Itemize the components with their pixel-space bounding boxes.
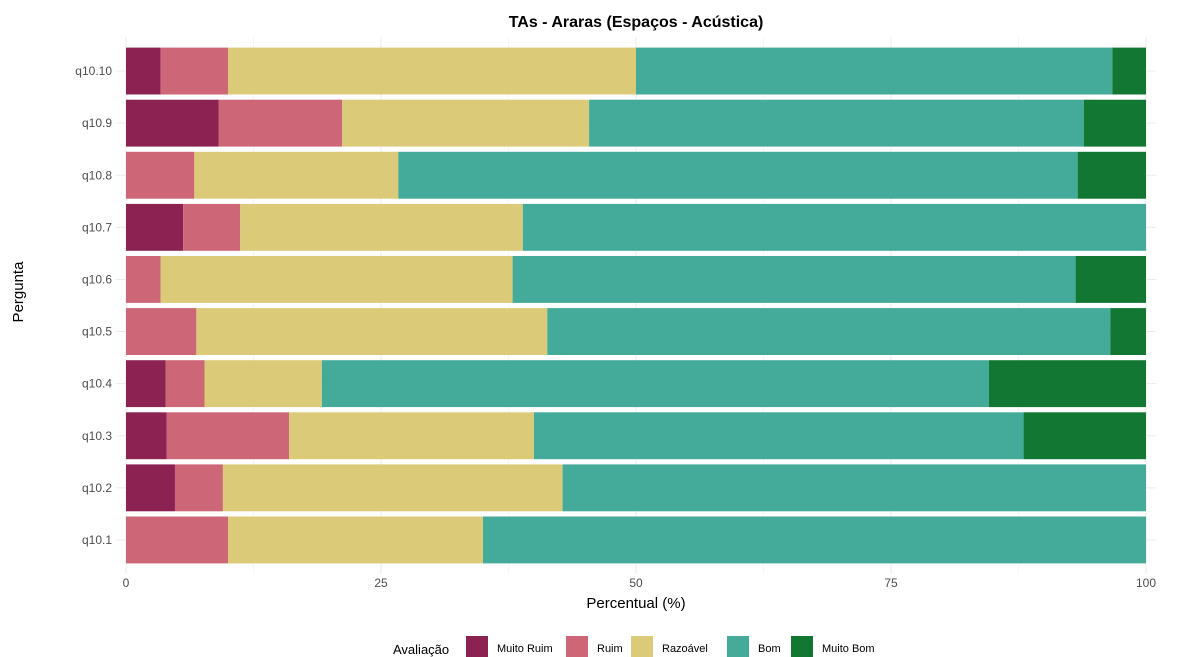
bar-segment bbox=[174, 464, 223, 512]
x-axis-title: Percentual (%) bbox=[586, 595, 685, 612]
bar-segment bbox=[534, 412, 1024, 460]
bar-segment bbox=[483, 516, 1146, 564]
bar-segment bbox=[166, 412, 290, 460]
bar-segment bbox=[228, 516, 483, 564]
bar-segment bbox=[522, 203, 1146, 251]
bar-segment bbox=[988, 360, 1146, 408]
x-tick-label: 25 bbox=[374, 576, 388, 590]
legend: Avaliação Muito Ruim Ruim Razoável Bom Muito… bbox=[393, 636, 875, 657]
bar-segment bbox=[183, 203, 241, 251]
x-tick-label: 0 bbox=[123, 576, 130, 590]
legend-label: Muito Ruim bbox=[497, 643, 553, 655]
bar-segment bbox=[160, 256, 513, 303]
bar-segment bbox=[165, 360, 205, 408]
legend-key bbox=[466, 636, 488, 657]
y-tick-label: q10.3 bbox=[82, 429, 112, 443]
bar-segment bbox=[196, 308, 548, 355]
bar-segment bbox=[160, 47, 228, 95]
bar-segment bbox=[126, 360, 166, 408]
x-tick-label: 50 bbox=[629, 576, 643, 590]
bar-segment bbox=[126, 464, 175, 512]
legend-key bbox=[631, 636, 653, 657]
x-tick-label: 75 bbox=[884, 576, 898, 590]
bar-segment bbox=[1075, 256, 1146, 303]
bar-segment bbox=[1112, 47, 1146, 95]
bar-segment bbox=[1023, 412, 1146, 460]
bar-segment bbox=[126, 412, 167, 460]
bar-segment bbox=[562, 464, 1146, 512]
x-tick-label: 100 bbox=[1136, 576, 1156, 590]
bar-segment bbox=[126, 256, 161, 303]
bar-segment bbox=[636, 47, 1113, 95]
bars bbox=[126, 47, 1146, 564]
legend-label: Razoável bbox=[662, 643, 708, 655]
y-tick-label: q10.2 bbox=[82, 481, 112, 495]
y-tick-label: q10.4 bbox=[82, 377, 112, 391]
bar-segment bbox=[1083, 99, 1146, 147]
bar-segment bbox=[589, 99, 1084, 147]
bar-segment bbox=[1077, 151, 1146, 199]
bar-segment bbox=[126, 516, 228, 564]
y-tick-label: q10.5 bbox=[82, 325, 112, 339]
bar-segment bbox=[194, 151, 399, 199]
chart-title: TAs - Araras (Espaços - Acústica) bbox=[509, 14, 764, 31]
bar-segment bbox=[321, 360, 989, 408]
bar-segment bbox=[289, 412, 534, 460]
bar-segment bbox=[398, 151, 1078, 199]
bar-segment bbox=[512, 256, 1076, 303]
legend-key bbox=[566, 636, 588, 657]
y-tick-label: q10.9 bbox=[82, 116, 112, 130]
y-tick-label: q10.10 bbox=[75, 64, 112, 78]
legend-key bbox=[791, 636, 813, 657]
legend-title: Avaliação bbox=[393, 642, 449, 657]
legend-key bbox=[727, 636, 749, 657]
legend-label: Ruim bbox=[597, 643, 623, 655]
bar-segment bbox=[228, 47, 636, 95]
bar-segment bbox=[342, 99, 590, 147]
bar-segment bbox=[126, 99, 219, 147]
y-tick-label: q10.6 bbox=[82, 272, 112, 286]
y-tick-label: q10.1 bbox=[82, 533, 112, 547]
bar-segment bbox=[1110, 308, 1146, 355]
bar-segment bbox=[222, 464, 563, 512]
x-tick-labels: 0 25 50 75 100 bbox=[123, 576, 1157, 590]
bar-segment bbox=[240, 203, 523, 251]
y-tick-label: q10.8 bbox=[82, 168, 112, 182]
bar-segment bbox=[218, 99, 343, 147]
y-tick-label: q10.7 bbox=[82, 220, 112, 234]
y-tick-labels: q10.1 q10.2 q10.3 q10.4 q10.5 q10.6 q10.7 q10.8… bbox=[75, 64, 112, 547]
legend-label: Muito Bom bbox=[822, 643, 875, 655]
bar-segment bbox=[126, 308, 197, 355]
bar-segment bbox=[126, 151, 195, 199]
bar-segment bbox=[126, 203, 184, 251]
y-axis-title: Pergunta bbox=[10, 261, 27, 323]
bar-segment bbox=[126, 47, 161, 95]
legend-label: Bom bbox=[758, 643, 781, 655]
bar-segment bbox=[547, 308, 1111, 355]
bar-segment bbox=[204, 360, 322, 408]
